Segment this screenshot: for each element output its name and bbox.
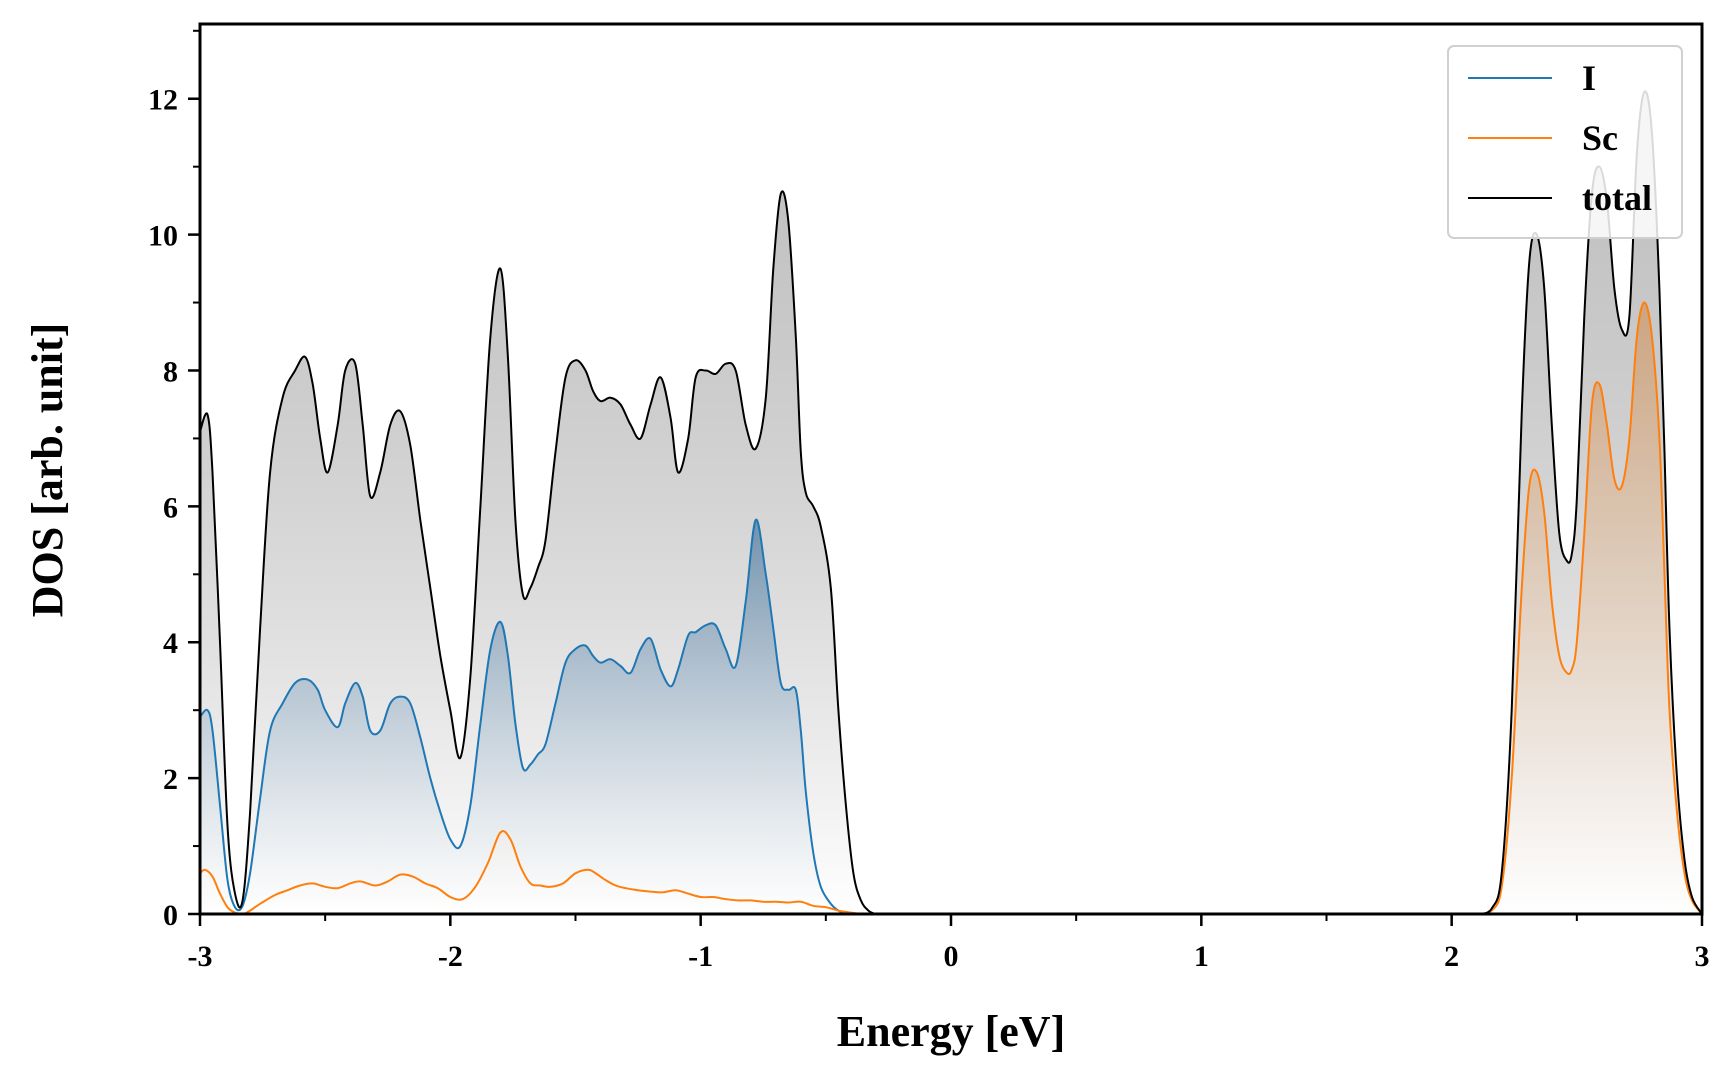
- area-I: [200, 519, 1702, 914]
- x-axis-label: Energy [eV]: [837, 1007, 1066, 1056]
- y-tick-label: 6: [163, 491, 178, 524]
- y-tick-label: 4: [163, 627, 178, 660]
- area-Sc: [200, 302, 1702, 914]
- series-line-I: [200, 518, 1702, 914]
- legend-label-Sc: Sc: [1582, 118, 1618, 158]
- x-tick-label: -3: [188, 940, 213, 973]
- y-axis-label: DOS [arb. unit]: [23, 323, 72, 618]
- x-tick-label: 1: [1194, 940, 1209, 973]
- legend-frame: [1447, 45, 1683, 239]
- legend: I Sc total: [1447, 45, 1683, 239]
- x-tick-label: 2: [1444, 940, 1459, 973]
- x-tick-label: -2: [438, 940, 463, 973]
- y-tick-label: 2: [163, 763, 178, 796]
- y-tick-label: 8: [163, 355, 178, 388]
- x-tick-label: 3: [1695, 940, 1710, 973]
- y-tick-label: 12: [148, 84, 178, 117]
- legend-label-I: I: [1582, 58, 1596, 98]
- series-line-total: [200, 90, 1702, 914]
- x-tick-label: -1: [688, 940, 713, 973]
- legend-label-total: total: [1582, 178, 1652, 218]
- y-tick-label: 0: [163, 899, 178, 932]
- x-tick-label: 0: [944, 940, 959, 973]
- y-tick-label: 10: [148, 220, 178, 253]
- series-line-Sc: [200, 301, 1702, 914]
